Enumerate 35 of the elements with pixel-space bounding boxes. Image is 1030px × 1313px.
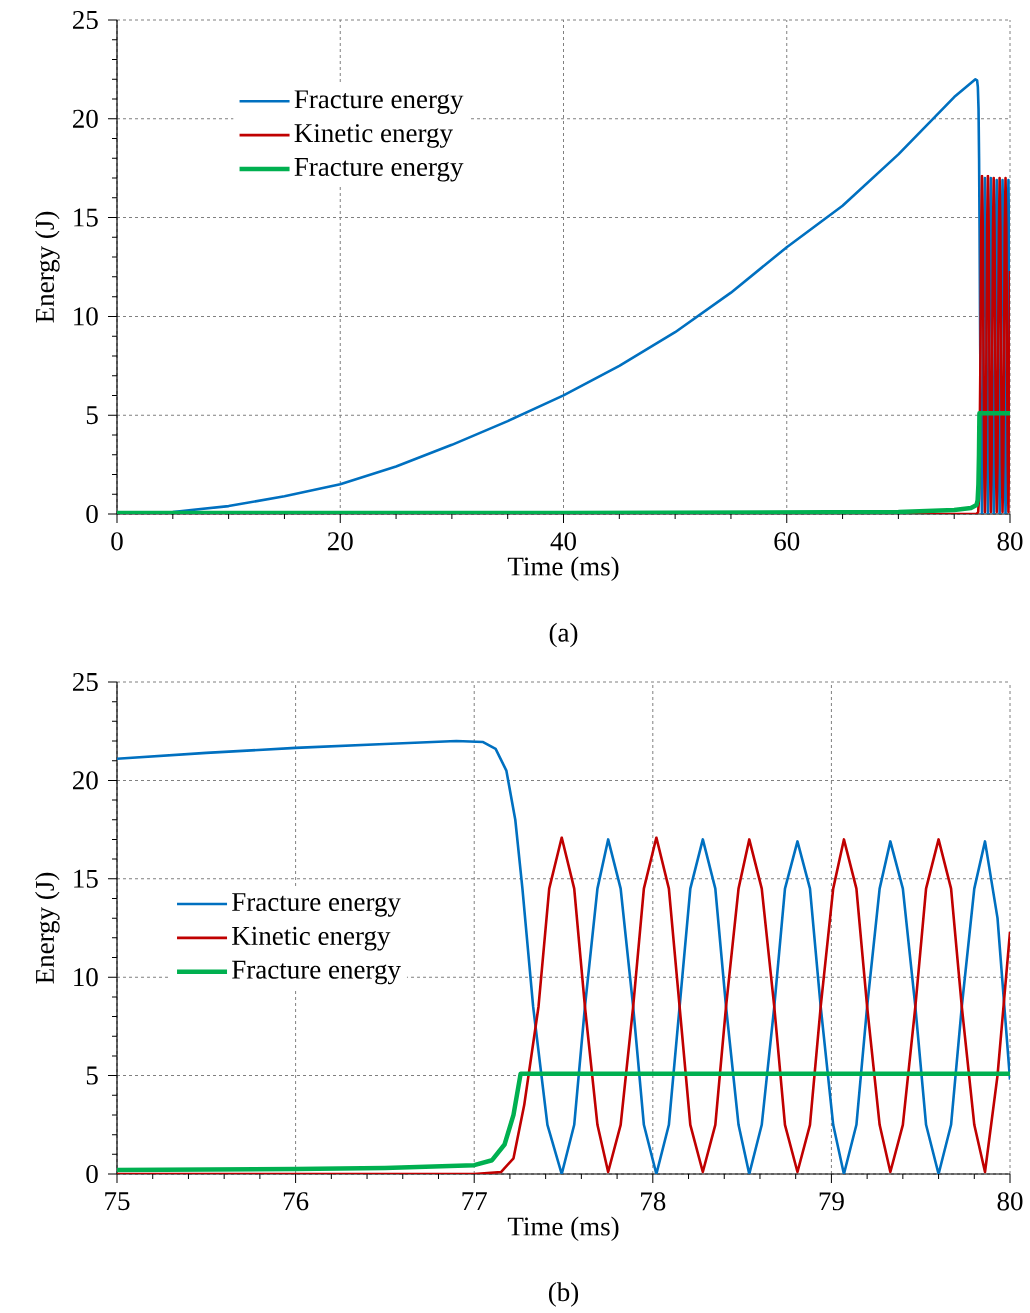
y-axis-title: Energy (J) xyxy=(35,211,60,323)
y-tick-label: 5 xyxy=(86,1066,98,1085)
text: (b) xyxy=(548,1282,579,1307)
y-tick-label: 20 xyxy=(72,771,98,790)
legend-label: Kinetic energy xyxy=(294,124,453,148)
legend-label: Fracture energy xyxy=(232,960,401,985)
x-tick-label: 76 xyxy=(283,1192,309,1211)
x-axis-title: Time (ms) xyxy=(507,556,619,582)
x-tick-label: 40 xyxy=(550,532,576,551)
x-tick-label: 77 xyxy=(462,1192,487,1210)
x-tick-label: 80 xyxy=(997,1192,1023,1211)
x-tick-label: 60 xyxy=(774,532,800,551)
y-tick-label: 15 xyxy=(74,869,98,888)
y-tick-label: 25 xyxy=(72,672,98,692)
x-tick-label: 20 xyxy=(327,532,353,551)
y-tick-label: 0 xyxy=(86,504,98,524)
y-axis-title: Energy (J) xyxy=(35,872,60,984)
y-tick-label: 15 xyxy=(74,208,98,227)
y-tick-label: 25 xyxy=(72,10,98,30)
x-tick-label: 75 xyxy=(105,1192,130,1211)
legend-label: Fracture energy xyxy=(232,893,401,917)
x-tick-label: 80 xyxy=(997,532,1023,551)
x-tick-label: 78 xyxy=(641,1192,666,1211)
x-tick-label: 0 xyxy=(111,532,123,551)
text: (a) xyxy=(549,622,578,648)
y-tick-label: 20 xyxy=(72,109,98,128)
y-tick-label: 10 xyxy=(74,307,98,326)
y-tick-label: 0 xyxy=(86,1164,98,1184)
x-tick-label: 79 xyxy=(819,1192,844,1211)
legend-label: Fracture energy xyxy=(294,158,464,182)
legend-label: Fracture energy xyxy=(294,90,464,114)
legend-label: Kinetic energy xyxy=(232,926,391,951)
x-axis-title: Time (ms) xyxy=(507,1216,619,1242)
y-tick-label: 5 xyxy=(86,406,98,425)
y-tick-label: 10 xyxy=(74,968,98,987)
